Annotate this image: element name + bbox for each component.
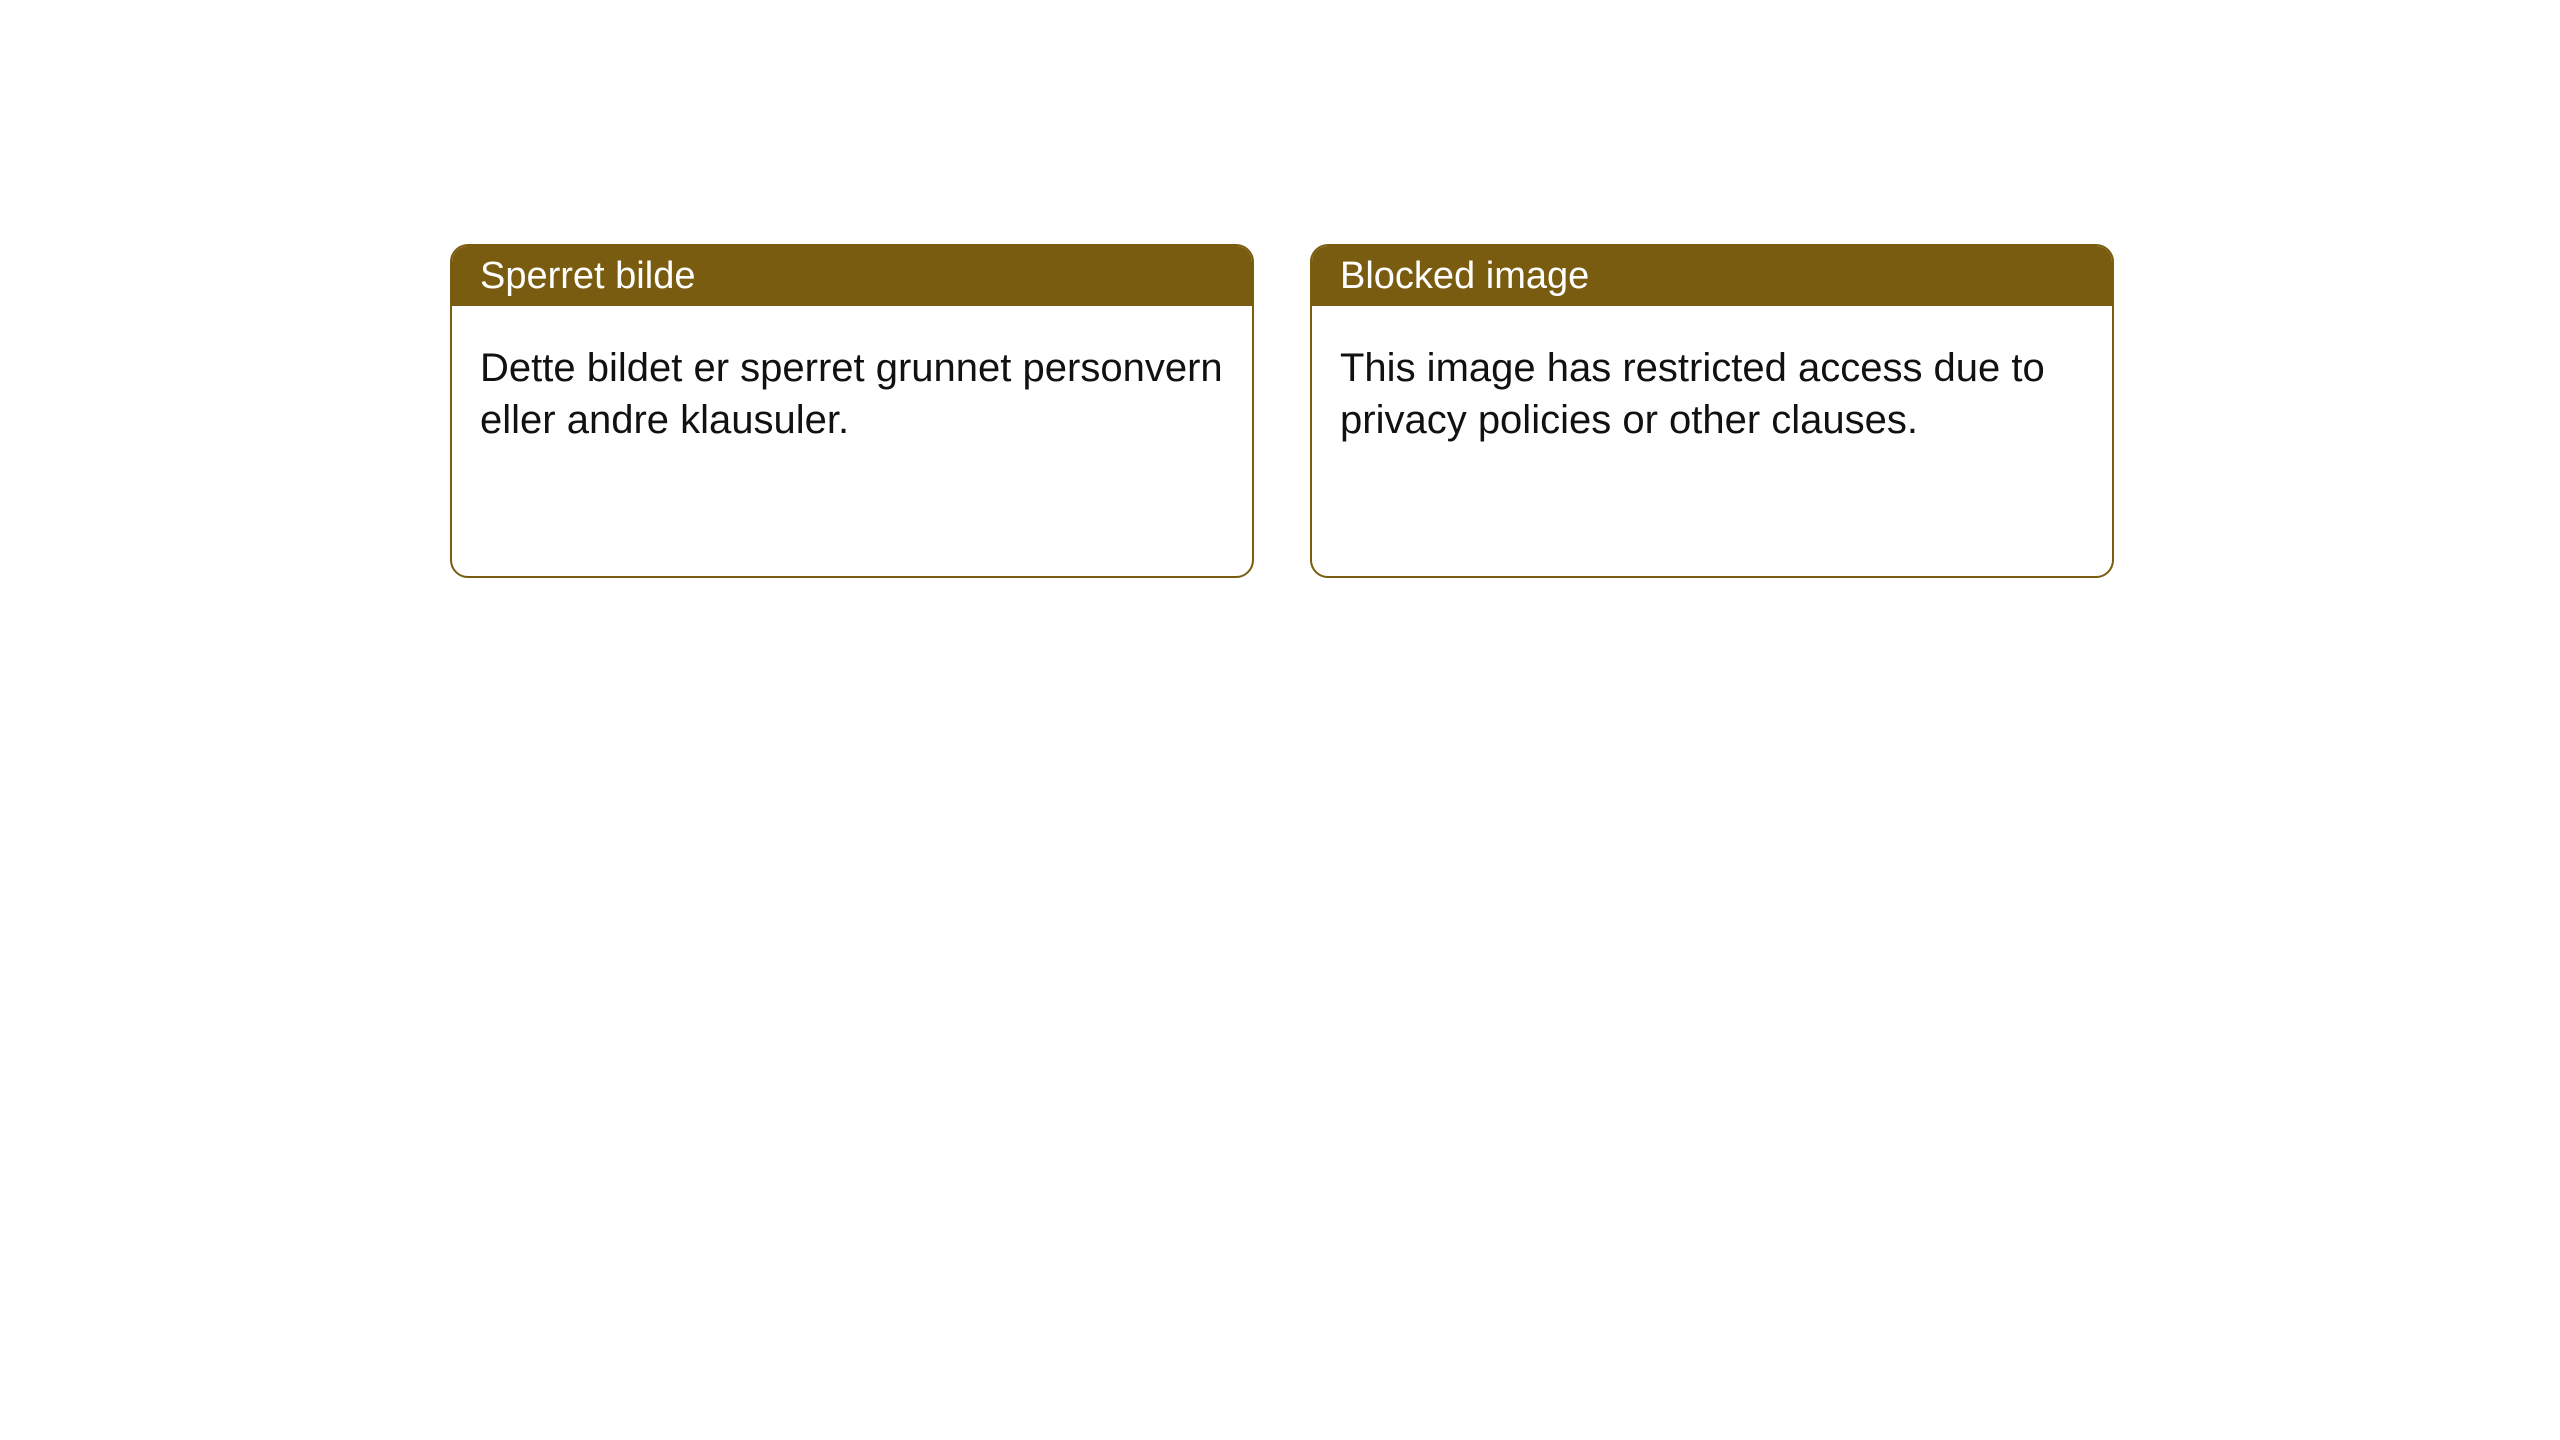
card-title: Blocked image bbox=[1340, 255, 1589, 298]
card-body-norwegian: Dette bildet er sperret grunnet personve… bbox=[452, 306, 1252, 482]
card-message: This image has restricted access due to … bbox=[1340, 346, 2045, 442]
notice-container: Sperret bilde Dette bildet er sperret gr… bbox=[0, 0, 2560, 578]
card-header-english: Blocked image bbox=[1312, 246, 2112, 306]
card-header-norwegian: Sperret bilde bbox=[452, 246, 1252, 306]
notice-card-norwegian: Sperret bilde Dette bildet er sperret gr… bbox=[450, 244, 1254, 578]
notice-card-english: Blocked image This image has restricted … bbox=[1310, 244, 2114, 578]
card-message: Dette bildet er sperret grunnet personve… bbox=[480, 346, 1223, 442]
card-body-english: This image has restricted access due to … bbox=[1312, 306, 2112, 482]
card-title: Sperret bilde bbox=[480, 255, 695, 298]
